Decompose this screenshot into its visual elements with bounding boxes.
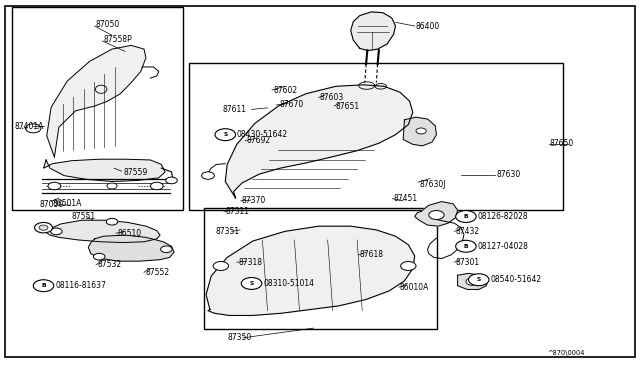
Circle shape (401, 262, 416, 270)
Circle shape (456, 240, 476, 252)
Circle shape (26, 124, 41, 133)
Text: 87670: 87670 (280, 100, 304, 109)
Circle shape (93, 253, 105, 260)
Text: B: B (41, 283, 46, 288)
Text: 87611: 87611 (223, 105, 246, 114)
Text: 87350: 87350 (227, 333, 252, 342)
Text: 86010A: 86010A (400, 283, 429, 292)
Polygon shape (225, 85, 413, 198)
Polygon shape (47, 45, 146, 157)
Text: 86400: 86400 (416, 22, 440, 31)
Polygon shape (458, 273, 488, 289)
Text: 87692: 87692 (246, 136, 271, 145)
Polygon shape (351, 12, 396, 51)
Circle shape (202, 172, 214, 179)
Text: 08430-51642: 08430-51642 (237, 130, 288, 139)
Text: 87451: 87451 (394, 194, 418, 203)
Text: 87630: 87630 (497, 170, 521, 179)
Text: 87603: 87603 (320, 93, 344, 102)
Polygon shape (88, 235, 174, 261)
Circle shape (106, 218, 118, 225)
Text: 08126-82028: 08126-82028 (477, 212, 528, 221)
Text: S: S (250, 281, 253, 286)
Text: 87618: 87618 (360, 250, 384, 259)
Bar (189, 63, 563, 210)
Polygon shape (206, 226, 415, 315)
Text: 08540-51642: 08540-51642 (490, 275, 541, 284)
Circle shape (107, 183, 117, 189)
Circle shape (215, 129, 236, 141)
Text: 08116-81637: 08116-81637 (55, 281, 106, 290)
Circle shape (35, 222, 52, 233)
Polygon shape (45, 220, 160, 243)
Text: 08310-51014: 08310-51014 (263, 279, 314, 288)
Text: 87650: 87650 (549, 139, 573, 148)
Text: 87559: 87559 (124, 168, 148, 177)
Text: 08127-04028: 08127-04028 (477, 242, 528, 251)
Text: 87532: 87532 (97, 260, 122, 269)
Text: 87651: 87651 (336, 102, 360, 110)
Circle shape (48, 182, 61, 190)
Polygon shape (415, 202, 458, 226)
Text: 87602: 87602 (274, 86, 298, 94)
Text: 87630J: 87630J (419, 180, 445, 189)
Circle shape (39, 225, 48, 230)
Text: 87050: 87050 (40, 200, 64, 209)
Circle shape (51, 228, 62, 235)
Circle shape (416, 128, 426, 134)
Circle shape (429, 211, 444, 219)
Circle shape (213, 262, 228, 270)
Text: 87370: 87370 (242, 196, 266, 205)
Text: 87432: 87432 (456, 227, 480, 236)
Text: 86501A: 86501A (52, 199, 82, 208)
Text: 87551: 87551 (72, 212, 96, 221)
Circle shape (456, 211, 476, 222)
Text: 86510: 86510 (117, 229, 141, 238)
Circle shape (166, 177, 177, 184)
Circle shape (466, 278, 479, 285)
Text: ^870\0004: ^870\0004 (547, 350, 585, 356)
Text: S: S (477, 277, 481, 282)
Circle shape (468, 274, 489, 286)
Bar (12, 7, 183, 210)
Circle shape (33, 280, 54, 292)
Text: 87311: 87311 (225, 207, 249, 216)
Text: 87401A: 87401A (14, 122, 44, 131)
Text: 87558P: 87558P (104, 35, 132, 44)
Bar (204, 208, 437, 329)
Text: 87552: 87552 (145, 268, 170, 277)
Text: S: S (223, 132, 227, 137)
Circle shape (161, 246, 172, 253)
Text: 87318: 87318 (238, 258, 262, 267)
Text: 87351: 87351 (216, 227, 240, 236)
Text: B: B (463, 244, 468, 249)
Text: 87301: 87301 (456, 258, 480, 267)
Polygon shape (44, 159, 165, 182)
Circle shape (241, 278, 262, 289)
Circle shape (150, 182, 163, 190)
Text: 87050: 87050 (96, 20, 120, 29)
Polygon shape (403, 117, 436, 146)
Text: B: B (463, 214, 468, 219)
